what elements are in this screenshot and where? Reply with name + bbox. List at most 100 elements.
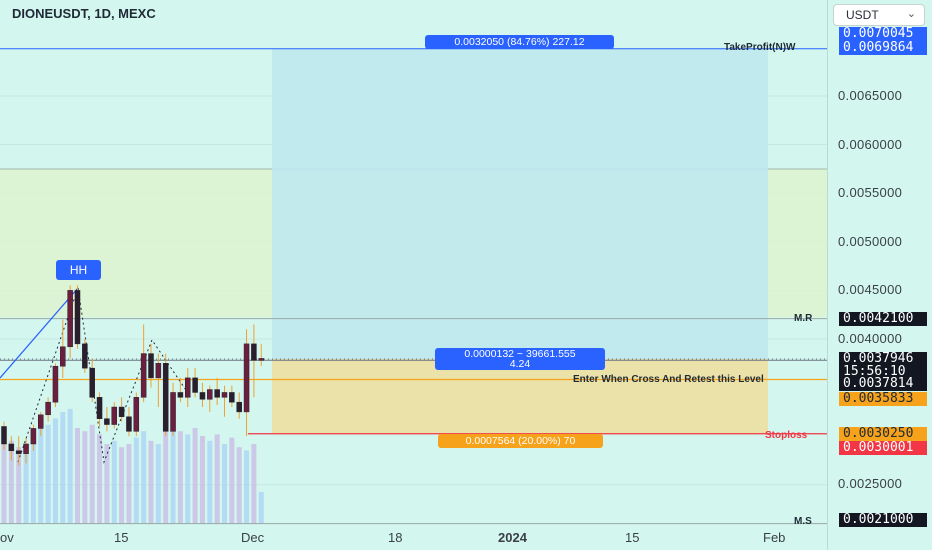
candle-body	[229, 392, 235, 403]
time-label: ov	[0, 530, 14, 545]
hh-annotation: HH	[56, 260, 101, 280]
candle-body	[89, 367, 95, 398]
price-tag-entry-orange: 0.0035833	[839, 392, 927, 406]
candle-body	[236, 401, 242, 413]
price-tick: 0.0040000	[838, 331, 903, 346]
volume-bar	[30, 434, 36, 524]
candle-body	[185, 377, 191, 398]
volume-bar	[185, 434, 191, 524]
price-tick: 0.0055000	[838, 185, 903, 200]
countdown-timer: 15:56:10	[839, 365, 927, 379]
volume-bar	[126, 444, 132, 524]
volume-bar	[52, 418, 58, 524]
candle-body	[74, 290, 81, 345]
target-zone	[272, 48, 768, 359]
volume-bar	[60, 412, 66, 524]
volume-bar	[45, 424, 51, 524]
volume-bar	[251, 444, 257, 524]
volume-bar	[89, 424, 95, 524]
ms-label: M.S	[794, 516, 812, 527]
candle-body	[60, 346, 66, 367]
candle-body	[243, 343, 250, 413]
position-stats-line2: 4.24	[509, 358, 531, 370]
mr-label: M.R	[794, 313, 813, 324]
time-label: 2024	[498, 530, 527, 545]
candle-body	[15, 450, 22, 454]
volume-bar	[38, 428, 44, 524]
volume-bar	[155, 444, 161, 524]
volume-bar	[119, 447, 125, 524]
candle-body	[140, 353, 147, 398]
volume-bar	[192, 428, 198, 524]
time-label: 15	[625, 530, 640, 545]
volume-bar	[258, 492, 264, 524]
position-stats-line1: 0.0000132 ~ 39661.555	[464, 348, 576, 360]
volume-bar	[170, 424, 176, 524]
candle-body	[8, 443, 15, 452]
volume-bar	[244, 450, 250, 524]
price-tag-ms: 0.0021000	[839, 513, 927, 527]
stop-zone	[272, 358, 768, 434]
candle-body	[38, 414, 44, 429]
volume-bar	[8, 440, 14, 524]
candle-body	[52, 365, 59, 403]
volume-bar	[148, 440, 154, 524]
price-tag-take-profit: 0.0069864	[839, 41, 927, 55]
stop-stats-label: 0.0007564 (20.00%) 70	[438, 434, 603, 448]
volume-bar	[82, 431, 88, 524]
price-tick: 0.0025000	[838, 476, 903, 491]
currency-selector[interactable]: USDT ⌄	[833, 4, 925, 26]
price-tag-last: 0.0037946	[839, 352, 927, 366]
price-tick: 0.0065000	[838, 88, 903, 103]
target-stats-label: 0.0032050 (84.76%) 227.12	[425, 35, 614, 49]
candle-body	[30, 428, 37, 445]
volume-bar	[133, 437, 139, 524]
price-tick: 0.0050000	[838, 234, 903, 249]
candle-body	[214, 389, 220, 398]
volume-bar	[75, 428, 80, 524]
zigzag-line	[77, 287, 191, 464]
volume-bar	[23, 444, 29, 524]
candle-body	[192, 377, 198, 393]
volume-bar	[229, 437, 235, 524]
volume-bar	[67, 408, 73, 524]
candle-body	[170, 392, 176, 432]
candle-body	[155, 363, 162, 379]
currency-selector-value: USDT	[846, 8, 879, 22]
volume-bar	[207, 440, 213, 524]
chevron-down-icon: ⌄	[906, 8, 916, 20]
volume-bar	[222, 444, 227, 524]
position-stats-label: 0.0000132 ~ 39661.555 4.24	[435, 348, 605, 370]
candle-body	[82, 343, 88, 369]
candle-body	[111, 406, 117, 425]
candle-body	[221, 392, 228, 398]
candle-body	[177, 392, 184, 398]
price-tick: 0.0060000	[838, 137, 903, 152]
time-label: 18	[388, 530, 403, 545]
volume-bar	[199, 436, 205, 524]
trend-line	[0, 287, 79, 379]
stoploss-label: Stoploss	[765, 430, 808, 441]
take-profit-label: TakeProfit(N)W	[724, 42, 796, 53]
candle-body	[45, 401, 51, 416]
candle-body	[199, 392, 206, 400]
candle-body	[96, 397, 103, 419]
volume-bar	[1, 436, 7, 524]
volume-bar	[16, 447, 22, 524]
price-tick: 0.0045000	[838, 282, 903, 297]
chart-title: DIONEUSDT, 1D, MEXC	[12, 6, 156, 21]
candle-body	[258, 358, 264, 361]
time-label: Feb	[763, 530, 786, 545]
candle-body	[104, 418, 110, 425]
candle-body	[251, 343, 257, 361]
entry-label: Enter When Cross And Retest this Level	[573, 374, 764, 385]
volume-bar	[177, 431, 183, 524]
candle-body	[1, 426, 7, 445]
price-tag-mr: 0.0042100	[839, 312, 927, 326]
candle-body	[67, 290, 73, 348]
price-axis[interactable]	[827, 0, 932, 550]
candle-body	[118, 406, 125, 418]
volume-bar	[214, 434, 220, 524]
candle-body	[126, 416, 132, 432]
